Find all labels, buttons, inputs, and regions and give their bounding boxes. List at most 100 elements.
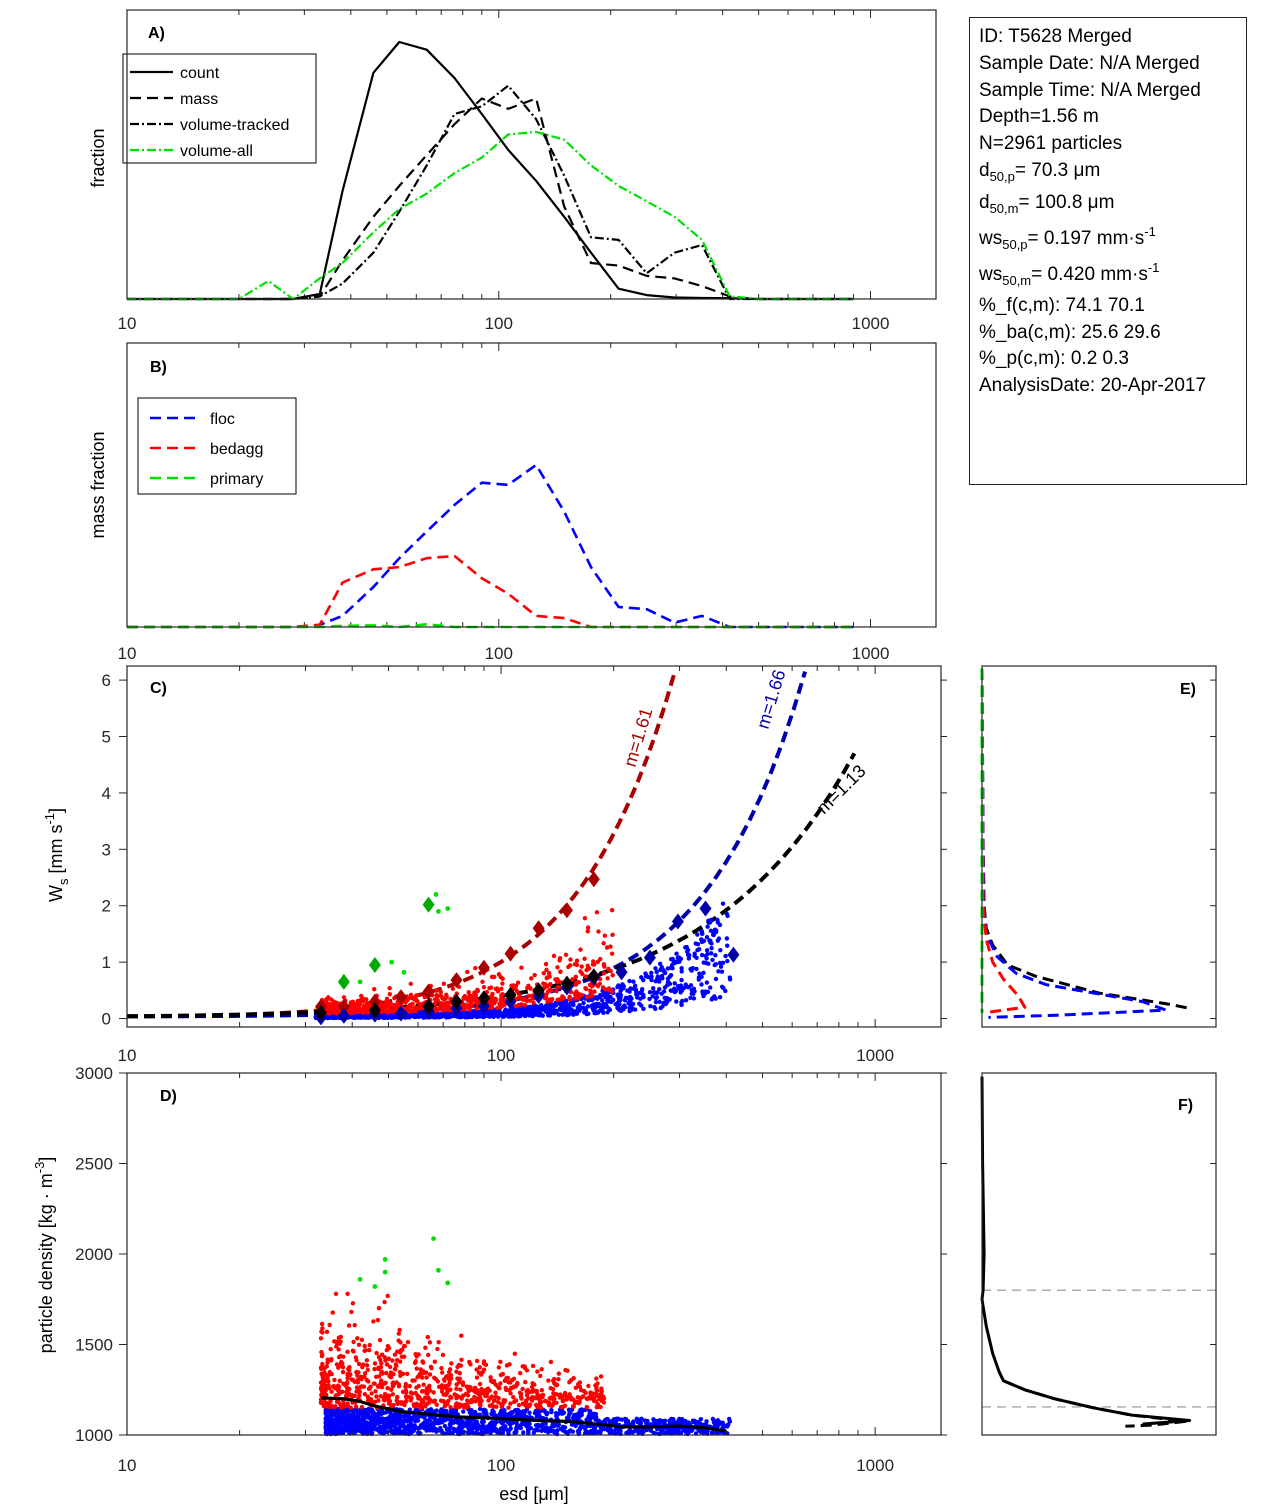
floc-point: [659, 973, 665, 979]
floc-point: [503, 1411, 508, 1417]
bedagg-point: [435, 1346, 440, 1352]
bedagg-point: [358, 1384, 363, 1390]
bedagg-point: [538, 1373, 543, 1379]
floc-point: [539, 1012, 544, 1017]
bedagg-point: [553, 977, 558, 982]
floc-point: [696, 947, 702, 952]
floc-point: [549, 1409, 554, 1415]
bedagg-point: [537, 1397, 542, 1402]
primary-point: [357, 1276, 363, 1282]
bedagg-point: [410, 1001, 415, 1007]
bedagg-point: [425, 1334, 431, 1340]
bedagg-point: [508, 1386, 514, 1391]
floc-point: [657, 999, 662, 1005]
bedagg-point: [454, 1386, 459, 1391]
panel-label-d: D): [160, 1088, 177, 1105]
bedagg-point: [405, 1371, 410, 1377]
bedagg-point: [579, 964, 584, 969]
floc-point: [534, 1414, 540, 1419]
bedagg-point: [588, 994, 593, 999]
bedagg-point: [573, 1385, 579, 1391]
floc-point: [651, 989, 657, 995]
bedagg-point: [329, 1371, 334, 1377]
floc-point: [520, 1412, 526, 1418]
bedagg-point: [460, 1003, 465, 1008]
bedagg-point: [356, 1342, 362, 1348]
floc-point: [666, 1431, 672, 1436]
bedagg-point: [422, 1404, 428, 1409]
bedagg-point: [444, 1390, 450, 1395]
floc-point: [560, 1003, 565, 1009]
floc-point: [611, 997, 616, 1003]
bedagg-point: [378, 1357, 383, 1363]
bedagg-point: [355, 1336, 360, 1341]
bedagg-point: [414, 1401, 419, 1407]
bedagg-point: [344, 1385, 350, 1390]
bedagg-point: [384, 1362, 390, 1367]
floc-point: [679, 969, 684, 974]
bedagg-point: [368, 1384, 373, 1390]
floc-point: [626, 1429, 631, 1435]
x-tick-label: 100: [485, 314, 513, 333]
bedagg-point: [352, 1009, 357, 1014]
bedagg-point: [362, 1003, 367, 1009]
floc-point: [727, 977, 733, 982]
bedagg-point: [357, 1005, 362, 1010]
floc-point: [676, 984, 681, 989]
bedagg-point: [543, 982, 548, 987]
info-d50p: d50,p= 70.3 μm: [979, 159, 1101, 184]
floc-point: [563, 1010, 568, 1015]
bedagg-point: [538, 1403, 543, 1409]
bedagg-point: [583, 1390, 588, 1396]
floc-point: [396, 1419, 401, 1425]
bedagg-point: [517, 992, 522, 998]
bedagg-point: [320, 1388, 325, 1394]
floc-point: [699, 952, 705, 958]
bedagg-point: [539, 1387, 545, 1393]
primary-point: [401, 969, 407, 975]
x-tick-label: 1000: [856, 1456, 894, 1475]
bedagg-point: [513, 1398, 519, 1403]
floc-point: [380, 1014, 385, 1019]
bedagg-point: [526, 1396, 531, 1401]
floc-point: [718, 947, 723, 953]
floc-point: [657, 986, 662, 992]
floc-point: [698, 1416, 704, 1422]
bedagg-point: [591, 1398, 597, 1404]
bedagg-point: [372, 1399, 378, 1404]
bedagg-point: [433, 1008, 438, 1014]
bedagg-point: [327, 1001, 332, 1007]
bedagg-point: [336, 1399, 341, 1405]
x-tick-label: 1000: [852, 644, 890, 663]
bedagg-point: [469, 1000, 474, 1006]
bedagg-point: [394, 1398, 399, 1403]
floc-point: [719, 984, 725, 990]
bedagg-point: [327, 1322, 332, 1328]
bedagg-point: [423, 1345, 428, 1350]
bedagg-point: [524, 1389, 529, 1394]
floc-point: [512, 1430, 517, 1435]
primary-point: [445, 1280, 451, 1286]
bedagg-point: [495, 989, 501, 994]
bedagg-point: [599, 1386, 604, 1391]
bedagg-point: [570, 1404, 576, 1409]
floc-point: [510, 1013, 516, 1018]
bedagg-point: [554, 1392, 559, 1397]
bedagg-point: [475, 987, 480, 992]
panel-a-frame: [126, 9, 937, 300]
floc-point: [608, 994, 613, 1000]
bedagg-point: [585, 966, 590, 972]
floc-point: [715, 938, 721, 943]
floc-point: [438, 1409, 443, 1415]
floc-point: [402, 1414, 408, 1419]
floc-point: [672, 986, 677, 991]
bedagg-point: [387, 1364, 393, 1370]
bedagg-point: [594, 1404, 599, 1410]
series-line-bedagg: [127, 554, 854, 629]
floc-point: [704, 1419, 709, 1424]
floc-point: [488, 1009, 494, 1015]
floc-point: [617, 1428, 622, 1434]
floc-point: [674, 999, 679, 1004]
bedagg-mean-diamond: [560, 902, 573, 919]
